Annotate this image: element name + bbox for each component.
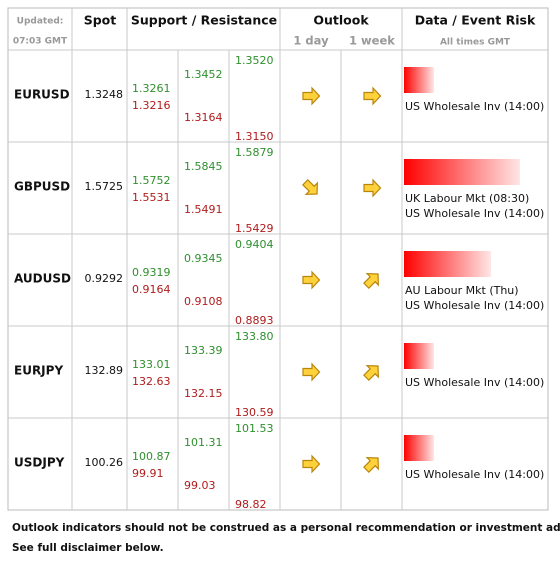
resistance: 133.01 [132, 358, 171, 371]
support: 132.63 [132, 375, 171, 388]
disclaimer: See full disclaimer below. [12, 542, 164, 554]
pair: GBPUSD [14, 180, 70, 194]
risk-bar [404, 343, 434, 369]
event: US Wholesale Inv (14:00) [405, 100, 544, 113]
resistance: 133.39 [184, 344, 223, 357]
event-header: Data / Event Risk [415, 13, 536, 28]
outlook-header: Outlook [313, 13, 369, 28]
resistance: 0.9319 [132, 266, 171, 279]
risk-bar [404, 251, 491, 277]
pair: USDJPY [14, 456, 65, 470]
spot: 1.5725 [85, 180, 124, 193]
support: 1.5429 [235, 222, 274, 235]
pair: AUDUSD [14, 272, 71, 286]
resistance: 101.53 [235, 422, 274, 435]
resistance: 1.3452 [184, 68, 223, 81]
resistance: 0.9345 [184, 252, 223, 265]
resistance: 101.31 [184, 436, 223, 449]
support: 1.5531 [132, 191, 171, 204]
disclaimer: Outlook indicators should not be constru… [12, 522, 560, 534]
resistance: 1.5879 [235, 146, 274, 159]
support: 130.59 [235, 406, 274, 419]
support: 1.3216 [132, 99, 171, 112]
event: US Wholesale Inv (14:00) [405, 468, 544, 481]
support: 1.5491 [184, 203, 223, 216]
support: 132.15 [184, 387, 223, 400]
support: 0.9164 [132, 283, 171, 296]
resistance: 100.87 [132, 450, 171, 463]
risk-bar [404, 67, 434, 93]
event: US Wholesale Inv (14:00) [405, 376, 544, 389]
event: US Wholesale Inv (14:00) [405, 207, 544, 220]
resistance: 133.80 [235, 330, 274, 343]
support: 0.8893 [235, 314, 274, 327]
risk-bar [404, 159, 520, 185]
support: 0.9108 [184, 295, 223, 308]
resistance: 0.9404 [235, 238, 274, 251]
pair: EURUSD [14, 88, 70, 102]
spot-header: Spot [84, 13, 117, 28]
updated-time: 07:03 GMT [13, 37, 68, 47]
spot: 0.9292 [85, 272, 124, 285]
support: 1.3150 [235, 130, 274, 143]
support: 99.03 [184, 479, 216, 492]
updated-label: Updated: [17, 17, 64, 27]
spot: 1.3248 [85, 88, 124, 101]
risk-bar [404, 435, 434, 461]
day-header: 1 day [293, 34, 329, 48]
support: 99.91 [132, 467, 164, 480]
spot: 100.26 [85, 456, 124, 469]
spot: 132.89 [85, 364, 124, 377]
resistance: 1.3261 [132, 82, 171, 95]
resistance: 1.5752 [132, 174, 171, 187]
pair: EURJPY [14, 364, 63, 378]
times-note: All times GMT [440, 38, 511, 48]
week-header: 1 week [349, 34, 395, 48]
resistance: 1.5845 [184, 160, 223, 173]
levels-header: Support / Resistance [131, 13, 277, 28]
event: AU Labour Mkt (Thu) [405, 284, 519, 297]
resistance: 1.3520 [235, 54, 274, 67]
support: 1.3164 [184, 111, 223, 124]
event: UK Labour Mkt (08:30) [405, 192, 529, 205]
support: 98.82 [235, 498, 267, 511]
event: US Wholesale Inv (14:00) [405, 299, 544, 312]
